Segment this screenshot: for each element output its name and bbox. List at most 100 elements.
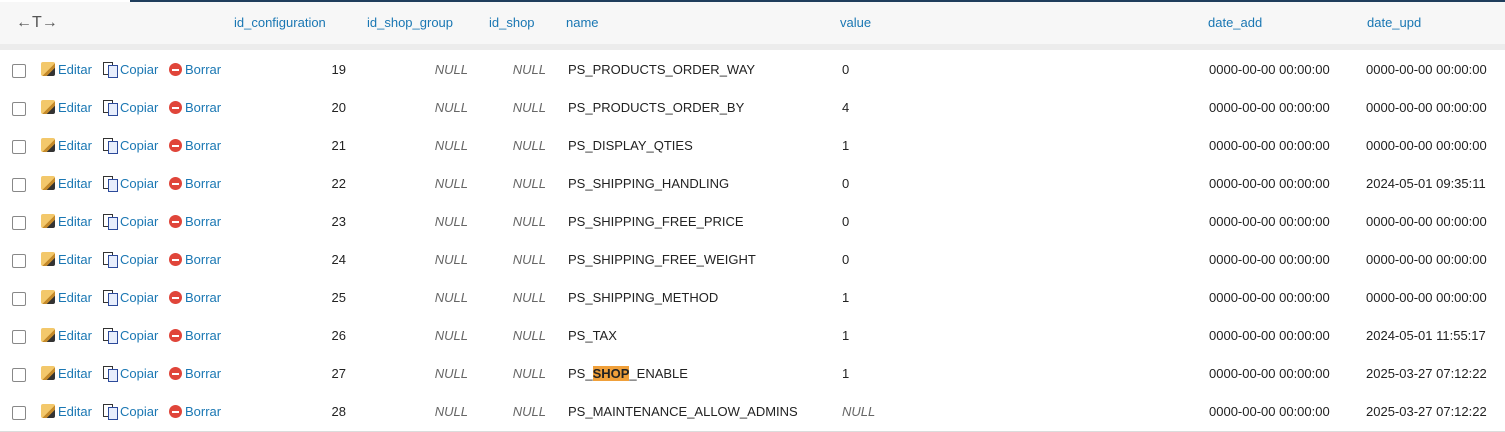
delete-label: Borrar (185, 62, 222, 77)
col-header-id-configuration[interactable]: id_configuration (234, 15, 326, 30)
cell-date-upd: 0000-00-00 00:00:00 (1366, 214, 1487, 229)
name-part: PS_ (568, 366, 593, 381)
row-checkbox[interactable] (12, 292, 26, 306)
cell-date-add: 0000-00-00 00:00:00 (1209, 214, 1330, 229)
table-row: Editar Copiar Borrar 24 NULL NULL PS_SHI… (0, 241, 1505, 280)
row-checkbox[interactable] (12, 254, 26, 268)
row-checkbox[interactable] (12, 140, 26, 154)
cell-id-shop-group: NULL (434, 290, 468, 305)
cell-name: PS_TAX (568, 328, 617, 343)
table-row: Editar Copiar Borrar 25 NULL NULL PS_SHI… (0, 279, 1505, 318)
col-header-value[interactable]: value (840, 15, 872, 30)
row-checkbox[interactable] (12, 178, 26, 192)
col-header-date-upd[interactable]: date_upd (1367, 15, 1422, 30)
edit-link[interactable]: Editar (41, 100, 92, 115)
pencil-icon (41, 252, 55, 266)
cell-date-upd: 2025-03-27 07:12:22 (1366, 366, 1487, 381)
cell-value: 0 (842, 252, 850, 267)
row-checkbox[interactable] (12, 330, 26, 344)
cell-id-shop-group: NULL (434, 328, 468, 343)
copy-link[interactable]: Copiar (103, 290, 158, 306)
col-header-id-shop-group[interactable]: id_shop_group (367, 15, 454, 30)
delete-link[interactable]: Borrar (169, 290, 221, 305)
cell-id-configuration: 26 (331, 328, 346, 343)
edit-link[interactable]: Editar (41, 366, 92, 381)
col-header-date-add[interactable]: date_add (1208, 15, 1263, 30)
copy-link[interactable]: Copiar (103, 62, 158, 78)
column-resize-arrows[interactable]: ←T→ (16, 14, 58, 31)
pencil-icon (41, 176, 55, 190)
edit-link[interactable]: Editar (41, 290, 92, 305)
copy-link[interactable]: Copiar (103, 100, 158, 116)
cell-value: 0 (842, 214, 850, 229)
cell-id-shop-group: NULL (434, 100, 468, 115)
delete-label: Borrar (185, 176, 222, 191)
col-header-name[interactable]: name (566, 15, 599, 30)
edit-link[interactable]: Editar (41, 138, 92, 153)
name-text: PS_DISPLAY_QTIES (568, 138, 693, 153)
row-checkbox[interactable] (12, 406, 26, 420)
cell-id-shop: NULL (512, 366, 546, 381)
cell-date-upd: 0000-00-00 00:00:00 (1366, 252, 1487, 267)
edit-label: Editar (58, 404, 92, 419)
delete-link[interactable]: Borrar (169, 100, 221, 115)
cell-id-shop: NULL (512, 138, 546, 153)
edit-link[interactable]: Editar (41, 176, 92, 191)
edit-label: Editar (58, 252, 92, 267)
delete-link[interactable]: Borrar (169, 138, 221, 153)
copy-icon (103, 62, 118, 78)
cell-value: 0 (842, 176, 850, 191)
name-text: PS_SHIPPING_FREE_WEIGHT (568, 252, 756, 267)
cell-id-shop: NULL (512, 252, 546, 267)
delete-link[interactable]: Borrar (169, 176, 221, 191)
copy-link[interactable]: Copiar (103, 366, 158, 382)
cell-id-shop-group: NULL (434, 252, 468, 267)
cell-value: 0 (842, 62, 850, 77)
cell-date-upd: 0000-00-00 00:00:00 (1366, 100, 1487, 115)
edit-label: Editar (58, 138, 92, 153)
cell-date-add: 0000-00-00 00:00:00 (1209, 62, 1330, 77)
table-row: Editar Copiar Borrar 22 NULL NULL PS_SHI… (0, 165, 1505, 204)
delete-link[interactable]: Borrar (169, 366, 221, 381)
cell-value: 1 (842, 138, 850, 153)
cell-date-upd: 0000-00-00 00:00:00 (1366, 62, 1487, 77)
cell-id-configuration: 21 (331, 138, 346, 153)
edit-link[interactable]: Editar (41, 214, 92, 229)
copy-link[interactable]: Copiar (103, 404, 158, 420)
delete-label: Borrar (185, 100, 222, 115)
edit-link[interactable]: Editar (41, 404, 92, 419)
cell-id-shop-group: NULL (434, 366, 468, 381)
edit-link[interactable]: Editar (41, 62, 92, 77)
delete-link[interactable]: Borrar (169, 404, 221, 419)
copy-link[interactable]: Copiar (103, 252, 159, 268)
delete-link[interactable]: Borrar (169, 328, 221, 343)
cell-id-configuration: 20 (331, 100, 346, 115)
pencil-icon (41, 404, 55, 418)
copy-label: Copiar (120, 252, 159, 267)
name-text: PS_SHIPPING_HANDLING (568, 176, 730, 191)
cell-id-shop-group: NULL (434, 404, 468, 419)
copy-link[interactable]: Copiar (103, 214, 158, 230)
delete-link[interactable]: Borrar (169, 214, 221, 229)
cell-id-shop: NULL (512, 62, 546, 77)
edit-link[interactable]: Editar (41, 252, 92, 267)
row-checkbox[interactable] (12, 102, 26, 116)
row-checkbox[interactable] (12, 64, 26, 78)
table-row: Editar Copiar Borrar 23 NULL NULL PS_SHI… (0, 203, 1505, 242)
cell-value: NULL (842, 404, 876, 419)
delete-icon (169, 291, 182, 304)
cell-name: PS_PRODUCTS_ORDER_WAY (568, 62, 755, 77)
row-checkbox[interactable] (12, 216, 26, 230)
delete-label: Borrar (185, 214, 222, 229)
delete-link[interactable]: Borrar (169, 252, 221, 267)
col-header-id-shop[interactable]: id_shop (489, 15, 535, 30)
delete-link[interactable]: Borrar (169, 62, 221, 77)
copy-link[interactable]: Copiar (103, 138, 158, 154)
cell-value: 1 (842, 290, 850, 305)
edit-link[interactable]: Editar (41, 328, 92, 343)
name-text: PS_SHIPPING_METHOD (568, 290, 719, 305)
copy-link[interactable]: Copiar (103, 176, 158, 192)
copy-link[interactable]: Copiar (103, 328, 158, 344)
row-checkbox[interactable] (12, 368, 26, 382)
edit-label: Editar (58, 62, 92, 77)
